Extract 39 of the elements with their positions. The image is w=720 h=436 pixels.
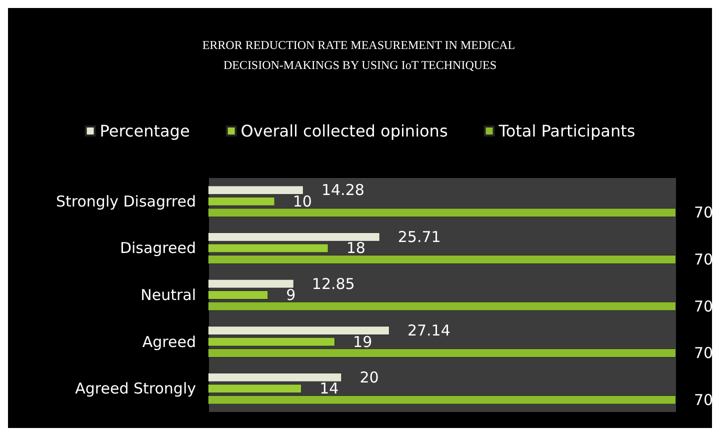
bar (208, 348, 676, 358)
data-label: 9 (286, 286, 296, 304)
data-label: 25.71 (398, 228, 441, 246)
data-label: 14 (320, 380, 339, 398)
data-label: 20 (360, 368, 379, 386)
y-tick-label: Agreed (142, 332, 196, 351)
bar (208, 244, 328, 253)
bar (208, 337, 336, 346)
data-label: 12.85 (312, 274, 355, 293)
bar (208, 186, 304, 195)
chart-title: ERROR REDUCTION RATE MEASUREMENT IN MEDICAL DECISION-MAKINGS BY USING IoT TECHNIQUES (202, 38, 518, 72)
legend-label: Percentage (100, 122, 190, 140)
data-label: 70 (694, 344, 714, 362)
y-tick-label: Neutral (140, 286, 196, 304)
bar (208, 302, 676, 311)
data-label: 70 (694, 250, 714, 268)
y-tick-label: Strongly Disagrred (56, 192, 196, 210)
bar (208, 196, 275, 206)
y-tick-label: Agreed Strongly (75, 380, 196, 398)
bar (208, 208, 676, 218)
bar (208, 254, 676, 264)
data-label: 70 (694, 204, 714, 222)
data-label: 27.14 (407, 322, 450, 340)
data-label: 70 (694, 390, 714, 409)
bar (208, 384, 302, 394)
bar (208, 232, 380, 242)
bar (208, 372, 342, 382)
data-label: 18 (346, 239, 366, 258)
data-label: 70 (694, 297, 714, 316)
legend-label: Total Participants (498, 122, 636, 140)
bar (208, 279, 294, 288)
data-label: 19 (353, 332, 372, 351)
legend-label: Overall collected opinions (240, 122, 448, 140)
bar (208, 290, 268, 300)
data-label: 10 (292, 192, 312, 210)
bar (208, 395, 676, 404)
bar (208, 326, 390, 336)
y-tick-label: Disagreed (120, 239, 196, 258)
data-label: 14.28 (321, 181, 364, 200)
